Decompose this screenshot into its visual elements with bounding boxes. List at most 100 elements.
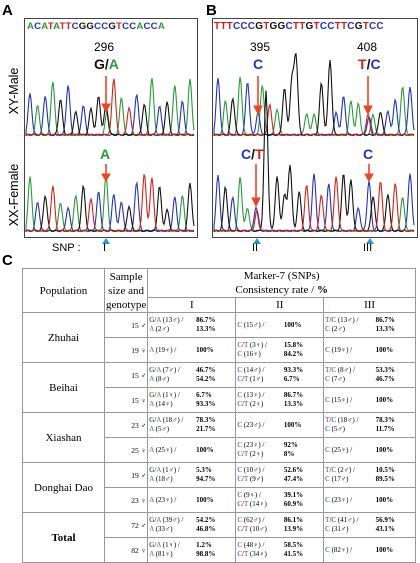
population-name: Zhuhai (22, 312, 105, 363)
rate-cell: 100% (195, 487, 237, 513)
genotype-cell: C (14♂) / C/T (1♂) (235, 362, 283, 388)
female-call-408: C (363, 146, 374, 162)
position-296: 296 (94, 40, 115, 54)
rate-cell: 6.7% 93.3% (195, 387, 237, 413)
genotype-cell: T/C (41♂) / C (31♂) (323, 512, 375, 538)
panel-label-a: A (2, 2, 13, 19)
sample-size: 23 ♀ (103, 487, 149, 513)
rate-cell: 5.3% 94.7% (195, 462, 237, 488)
table-row: Xiashan 23 ♂ G/A (18♂) / A (5♂) 78.3% 21.7% C … (22, 412, 416, 463)
table-row: 19 ♀ A (19♀) /100% C/T (3♀) / C (16♀) 15.8% 8… (23, 337, 416, 363)
sequence-b: TTTCCCGTGGCTTGTCCTTCGTCC (214, 21, 384, 32)
chromatogram-traces (25, 53, 415, 244)
rate-cell: 100% (374, 437, 416, 463)
sample-size: 19 ♂ (103, 462, 149, 488)
table-row: 25 ♀ A (25♀) /100% C (23♀) / C/T (2♀) 92% 8% C… (23, 437, 416, 463)
genotype-cell: A (19♀) / (147, 337, 196, 363)
genotype-cell: T/C (18♂) / C (5♂) (323, 412, 375, 438)
trace-line (213, 78, 415, 136)
genotype-cell: C (62♂) / C/T (10♂) (235, 512, 283, 538)
rate-cell: 86.7% 13.3% (282, 387, 325, 413)
trace-line (25, 78, 195, 136)
genotype-cell: C (23♀) / (323, 487, 375, 513)
rate-cell: 100% (195, 337, 237, 363)
sample-size: 72 ♂ (103, 512, 149, 538)
position-408: 408 (357, 40, 378, 54)
genotype-cell: C (10♂) / C/T (9♂) (235, 462, 283, 488)
rate-cell: 15.8% 84.2% (282, 337, 325, 363)
genotype-cell: C (13♀) / C/T (2♀) (235, 387, 283, 413)
population-name: Donghai Dao (22, 462, 105, 513)
genotype-cell: C (25♀) / (323, 437, 375, 463)
table-row: Total 72 ♂ G/A (39♂) / A (33♂) 54.2% 46.8% C (… (22, 512, 416, 563)
trace-line (213, 90, 415, 232)
rate-cell: 100% (374, 487, 416, 513)
genotype-cell: G/A (1♂) / A (18♂) (147, 462, 196, 488)
rate-cell: 86.7% 13.3% (374, 312, 416, 338)
female-call-a: A (100, 146, 111, 162)
header-population: Population (22, 268, 105, 313)
sample-size: 23 ♂ (103, 412, 149, 438)
genotype-cell: G/A (39♂) / A (33♂) (147, 512, 196, 538)
position-395: 395 (250, 40, 271, 54)
population-name: Xiashan (22, 412, 105, 463)
rate-cell: 92% 8% (282, 437, 325, 463)
sample-size: 15 ♂ (103, 312, 149, 338)
rate-cell: 10.5% 89.5% (374, 462, 416, 488)
sample-size: 15 ♀ (103, 387, 149, 413)
genotype-cell: C (82♀) / (323, 537, 375, 563)
panel-label-b: B (206, 2, 217, 19)
female-call-395: C/T (241, 146, 264, 162)
rate-cell: 100% (195, 437, 237, 463)
trace-line (213, 102, 415, 136)
genotype-cell: T/C (13♂) / C (2♂) (323, 312, 375, 338)
genotype-cell: T/C (8♂) / C (7♂) (323, 362, 375, 388)
rate-cell: 93.3% 6.7% (282, 362, 325, 388)
genotype-cell: G/A (7♂) / A (8♂) (147, 362, 196, 388)
snp-id-ii: II (252, 242, 259, 254)
header-sample-size: Sample size and genotype (103, 268, 149, 313)
table-row: Beihai 15 ♂ G/A (7♂) / A (8♂) 46.7% 54.2% C (1… (22, 362, 416, 413)
rate-cell: 53.3% 46.7% (374, 362, 416, 388)
rate-cell: 39.1% 60.9% (282, 487, 325, 513)
chromatogram-frame-a (24, 18, 198, 238)
male-call-408: T/C (358, 56, 381, 72)
genotype-cell: A (25♀) / (147, 437, 196, 463)
trace-line (213, 176, 415, 232)
header-snp-col: II (235, 297, 325, 313)
genotype-cell: T/C (2♂) / C (17♂) (323, 462, 375, 488)
genotype-cell: C (15♀) / (323, 387, 375, 413)
snp-id-iii: III (363, 242, 373, 254)
rate-cell: 46.7% 54.2% (195, 362, 237, 388)
population-name: Beihai (22, 362, 105, 413)
chromatogram-frame-b (212, 18, 418, 238)
genotype-cell: G/A (1♀) / A (14♀) (147, 387, 196, 413)
genotype-cell: C/T (3♀) / C (16♀) (235, 337, 283, 363)
sample-size: 15 ♂ (103, 362, 149, 388)
rate-cell: 56.9% 43.1% (374, 512, 416, 538)
male-call-a: G/A (94, 56, 119, 72)
table-header-row: I II III (23, 297, 416, 313)
rate-cell: 100% (282, 312, 325, 338)
genotype-cell: C (23♂) / (235, 412, 283, 438)
sequence-a: ACATATTCGGCCGTCCACCA (27, 21, 165, 32)
rate-cell: 1.2% 98.8% (195, 537, 237, 563)
rate-cell: 100% (374, 387, 416, 413)
population-name: Total (22, 512, 105, 563)
rate-cell: 100% (374, 537, 416, 563)
arrow-icon (101, 76, 374, 208)
genotype-cell: G/A (13♂) / A (2♂) (147, 312, 196, 338)
genotype-cell: C (48♀) / C/T (34♀) (235, 537, 283, 563)
header-marker: Marker-7 (SNPs) Consistency rate / % (147, 268, 416, 298)
genotype-cell: C (15♂) / (235, 312, 283, 338)
trace-line (25, 174, 195, 232)
snp-id-i: I (103, 242, 107, 254)
genotype-cell: C (23♀) / C/T (2♀) (235, 437, 283, 463)
table-row: Donghai Dao 19 ♂ G/A (1♂) / A (18♂) 5.3% 94.7… (22, 462, 416, 513)
rate-cell: 58.5% 41.5% (282, 537, 325, 563)
rate-cell: 78.3% 11.7% (374, 412, 416, 438)
sample-size: 25 ♀ (103, 437, 149, 463)
rate-cell: 86.1% 13.9% (282, 512, 325, 538)
rate-cell: 86.7% 13.3% (195, 312, 237, 338)
header-snp-col: I (147, 297, 237, 313)
